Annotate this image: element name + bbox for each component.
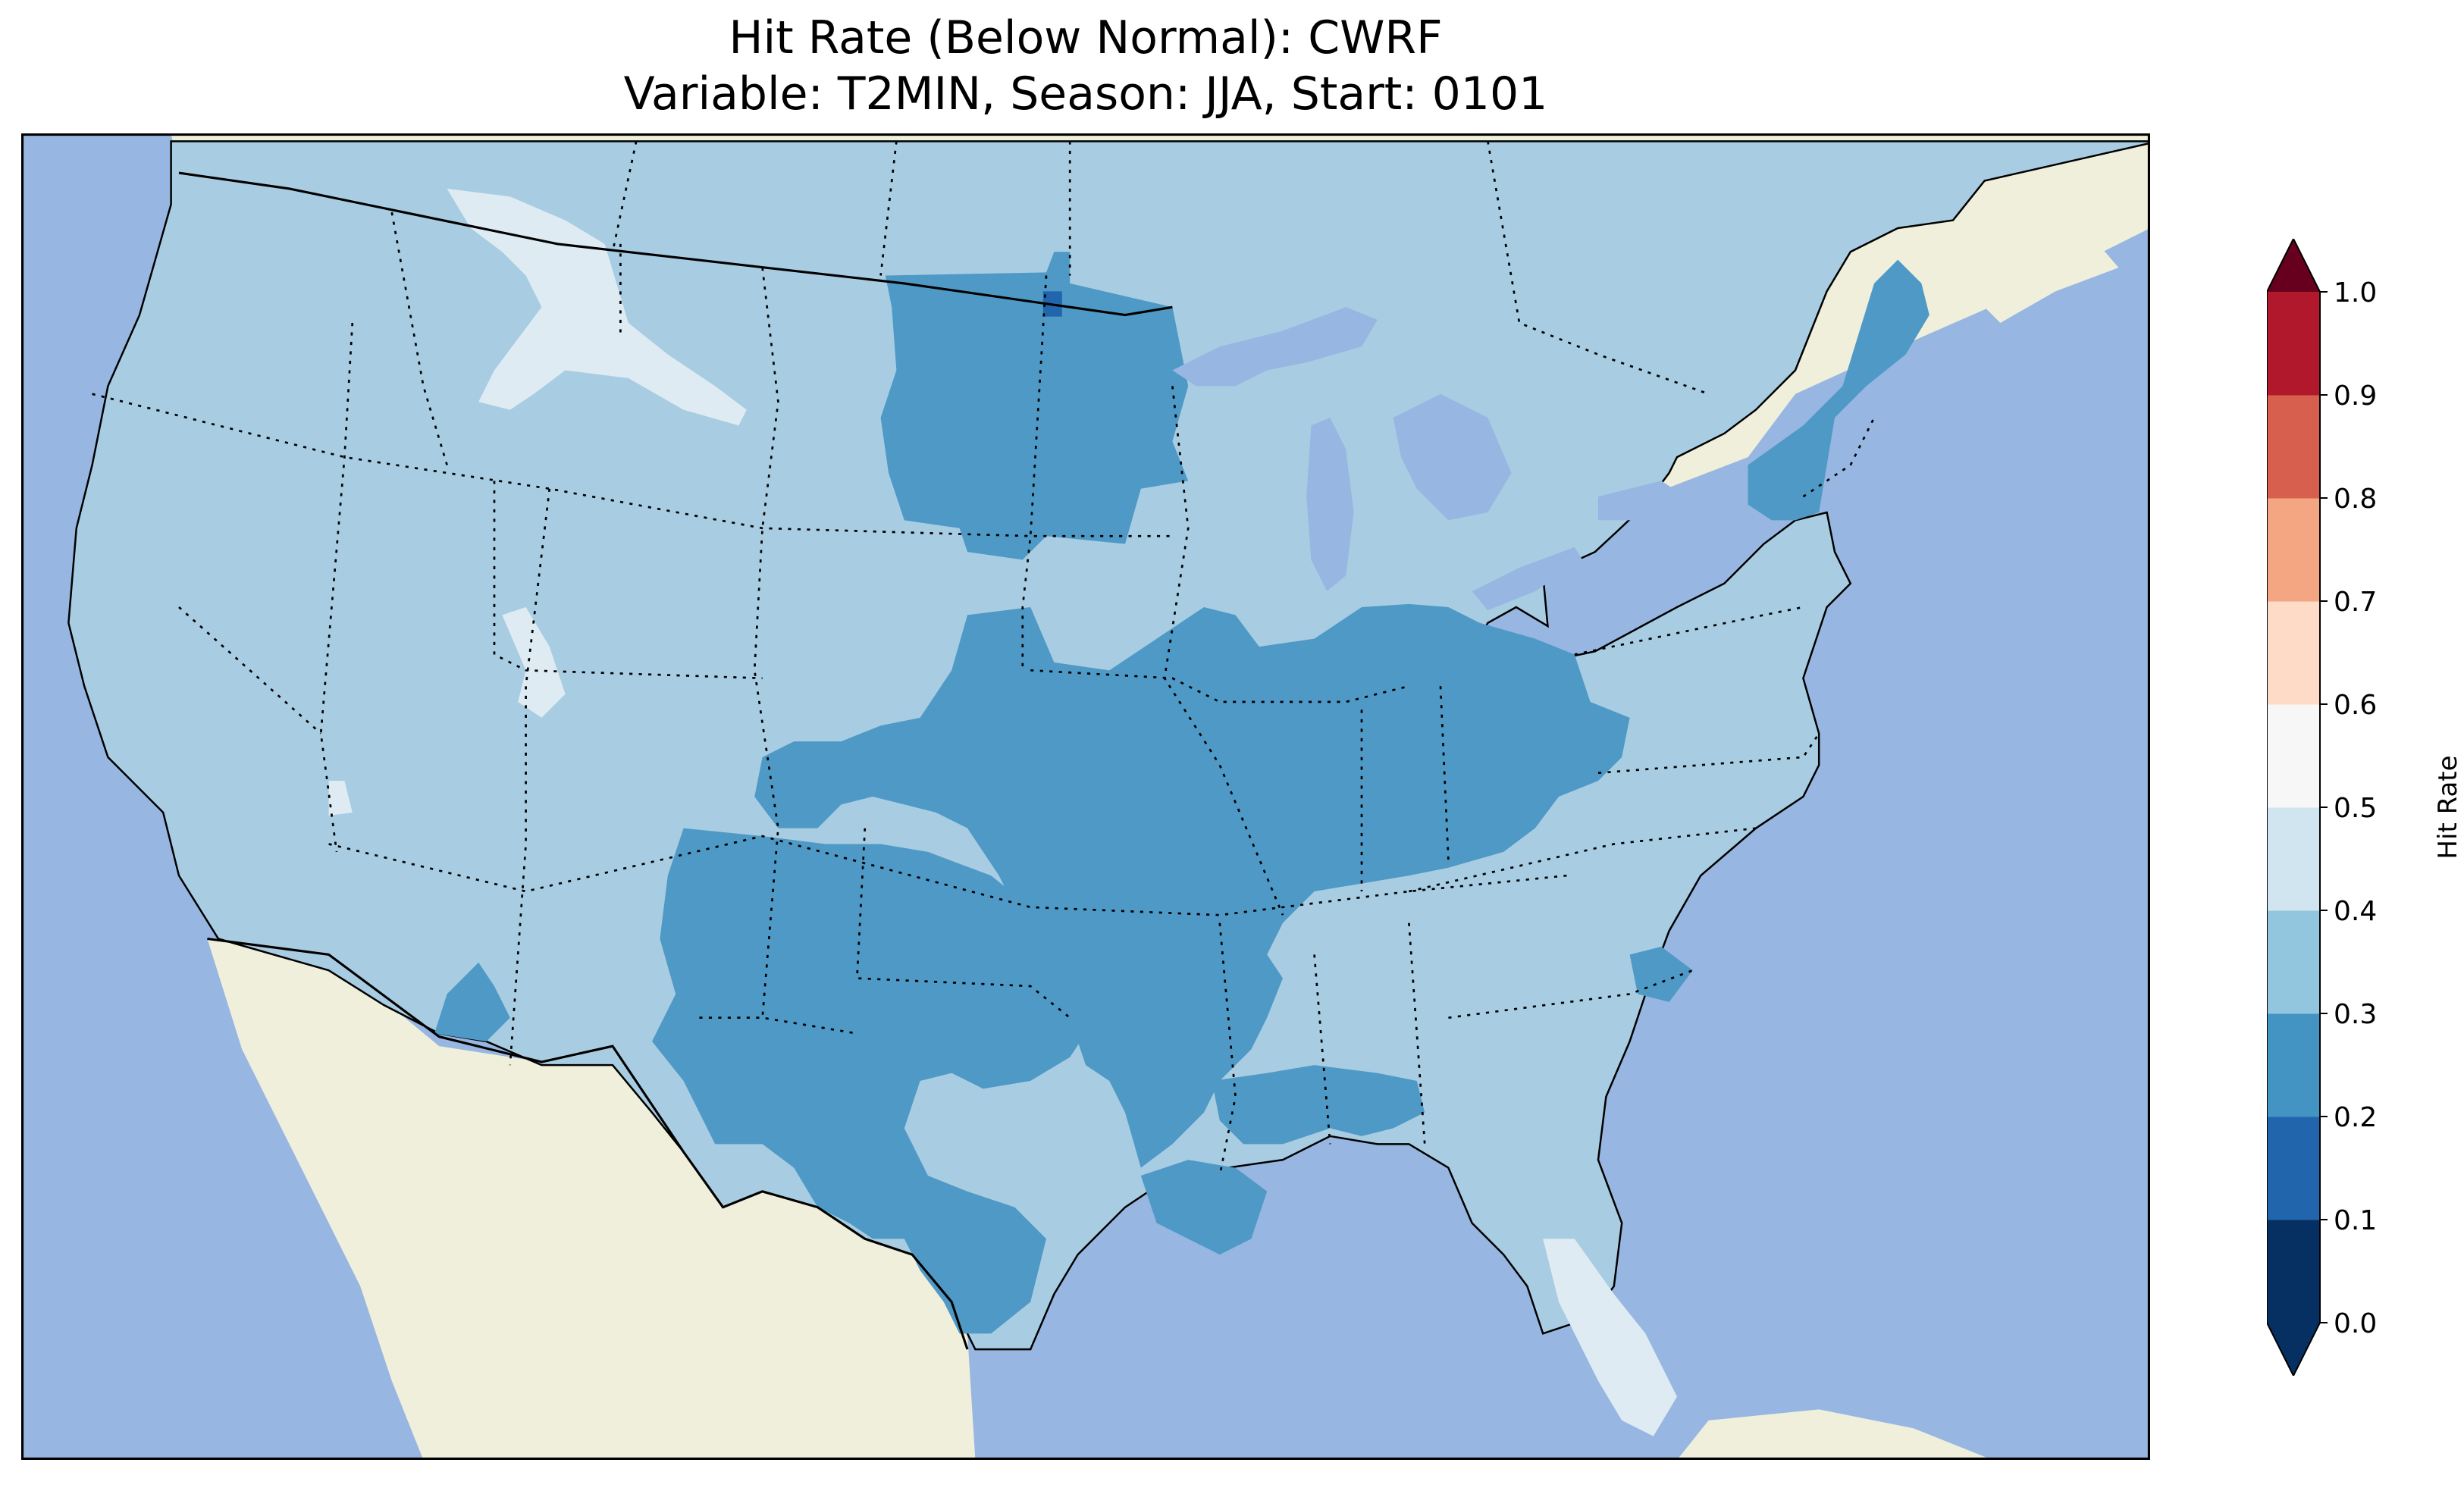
lake-superior <box>1172 307 1378 387</box>
colorbar-tick-label: 0.8 <box>2334 484 2377 515</box>
colorbar: 0.0 0.1 0.2 0.3 0.4 0.5 0.6 0.7 0.8 0.9 1.0 Hit Ra… <box>2267 239 2463 1376</box>
great-lakes <box>1172 307 1685 611</box>
colorbar-tick-label: 0.4 <box>2334 896 2377 927</box>
conus-hit-rate-map <box>21 133 2150 1460</box>
colorbar-bin <box>2267 910 2320 1014</box>
colorbar-tick-label: 0.3 <box>2334 999 2377 1030</box>
colorbar-tick-label: 0.2 <box>2334 1102 2377 1133</box>
colorbar-ticks: 0.0 0.1 0.2 0.3 0.4 0.5 0.6 0.7 0.8 0.9 1.0 <box>2320 277 2377 1339</box>
hit-rate-0-4-to-0-5-regions <box>328 188 1677 1436</box>
colorbar-under-arrow <box>2267 1323 2320 1376</box>
region-northern-rockies <box>447 188 747 426</box>
chart-subtitle: Variable: T2MIN, Season: JJA, Start: 010… <box>623 67 1548 121</box>
colorbar-bin <box>2267 1013 2320 1117</box>
lake-ontario <box>1598 481 1685 521</box>
colorbar-tick-label: 0.6 <box>2334 690 2377 721</box>
chart-title: Hit Rate (Below Normal): CWRF <box>729 11 1443 64</box>
region-southeast-coast <box>1212 1065 1425 1145</box>
colorbar-bin <box>2267 498 2320 602</box>
colorbar-tick-label: 0.7 <box>2334 587 2377 618</box>
colorbar-tick-label: 0.9 <box>2334 381 2377 412</box>
mexico-land <box>207 938 976 1460</box>
region-southwest <box>434 962 510 1041</box>
region-central-plains-ohio-valley <box>754 603 1630 1168</box>
cuba-land <box>1677 1409 1992 1460</box>
colorbar-bin <box>2267 807 2320 911</box>
colorbar-bin <box>2267 704 2320 808</box>
colorbar-tick-label: 0.0 <box>2334 1308 2377 1339</box>
region-new-england <box>1748 259 1930 521</box>
colorbar-bin <box>2267 395 2320 499</box>
region-florida <box>1543 1239 1677 1436</box>
lake-huron <box>1393 393 1512 521</box>
colorbar-bin <box>2267 1220 2320 1323</box>
colorbar-over-arrow <box>2267 239 2320 292</box>
region-nevada-spot <box>328 781 353 816</box>
map-frame <box>21 133 2150 1460</box>
colorbar-tick-label: 0.1 <box>2334 1205 2377 1236</box>
region-gulf-coast <box>1140 1160 1268 1255</box>
colorbar-label: Hit Rate <box>2433 755 2463 859</box>
lake-erie <box>1472 547 1583 611</box>
lake-michigan <box>1306 418 1354 592</box>
colorbar-bins <box>2267 292 2320 1323</box>
region-utah-colorado <box>502 607 566 718</box>
colorbar-bin <box>2267 1117 2320 1220</box>
maritime-canada-land <box>1964 212 2119 323</box>
region-dakotas-minnesota <box>880 252 1189 560</box>
state-boundaries <box>92 141 1876 1176</box>
colorbar-tick-label: 1.0 <box>2334 277 2377 309</box>
colorbar-tick-label: 0.5 <box>2334 793 2377 824</box>
hit-rate-0-2-to-0-3-regions <box>434 252 1930 1334</box>
colorbar-bin <box>2267 292 2320 396</box>
national-borders <box>178 171 1173 1350</box>
region-texas-southern-plains <box>652 828 1086 1334</box>
colorbar-bin <box>2267 601 2320 705</box>
